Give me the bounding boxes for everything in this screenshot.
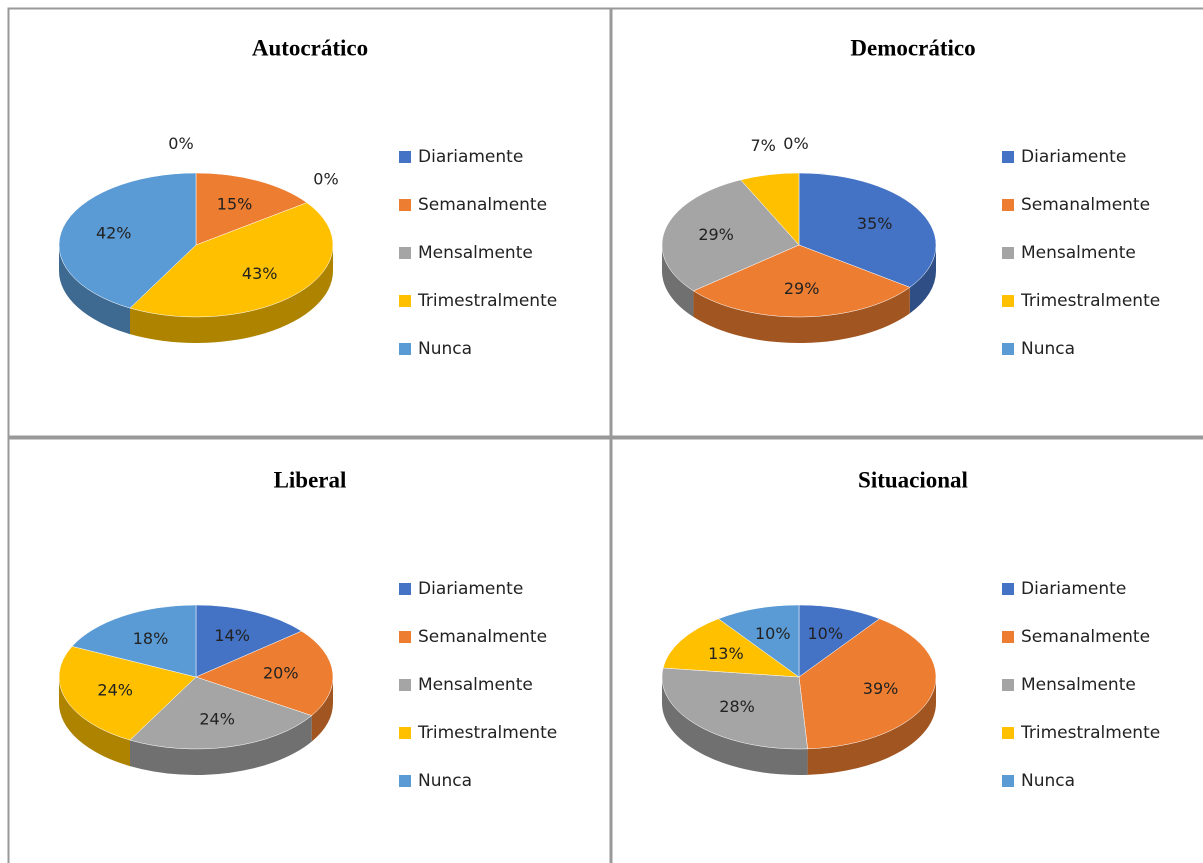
pie-side: [662, 677, 808, 775]
legend-label: Mensalmente: [418, 243, 533, 263]
legend-swatch: [1002, 151, 1014, 163]
pie-slice: [798, 604, 881, 678]
data-label: 28%: [719, 697, 755, 716]
data-label: 29%: [784, 279, 820, 298]
pie-slice: [692, 244, 911, 318]
legend-swatch: [1002, 295, 1014, 307]
chart-title: Autocrático: [252, 35, 368, 60]
legend-swatch: [399, 727, 411, 739]
data-label: 0%: [168, 134, 193, 153]
legend-swatch: [1002, 247, 1014, 259]
legend-swatch: [1002, 343, 1014, 355]
legend-label: Trimestralmente: [1020, 291, 1160, 311]
pie-slice: [195, 604, 303, 678]
data-label: 42%: [96, 223, 132, 242]
pie-side: [662, 245, 694, 317]
pie-slice: [661, 179, 800, 292]
legend-swatch: [1002, 199, 1014, 211]
panel-border: [610, 437, 1203, 863]
legend-label: Trimestralmente: [417, 723, 557, 743]
legend-label: Diariamente: [418, 147, 523, 167]
pie-side: [807, 677, 936, 775]
data-label: 0%: [783, 134, 808, 153]
pie-side: [129, 715, 312, 775]
data-label: 29%: [698, 225, 734, 244]
legend-swatch: [399, 343, 411, 355]
legend-label: Semanalmente: [418, 195, 547, 215]
legend-label: Mensalmente: [1021, 675, 1136, 695]
legend-swatch: [1002, 631, 1014, 643]
data-label: 10%: [755, 624, 791, 643]
legend-label: Mensalmente: [418, 675, 533, 695]
data-label: 24%: [199, 710, 235, 729]
pie-slice: [58, 172, 197, 309]
pie-slice: [717, 604, 800, 678]
legend-label: Diariamente: [418, 579, 523, 599]
data-label: 13%: [708, 644, 744, 663]
pie-side: [59, 245, 130, 335]
pie-slice: [58, 646, 197, 741]
legend-swatch: [399, 199, 411, 211]
data-label: 39%: [863, 679, 899, 698]
pie-slice: [129, 202, 334, 318]
data-label: 10%: [807, 624, 843, 643]
chart-title: Situacional: [858, 467, 968, 492]
legend-swatch: [399, 295, 411, 307]
data-label: 7%: [750, 136, 775, 155]
pie-slice: [798, 618, 937, 750]
legend-swatch: [1002, 583, 1014, 595]
pie-slice: [195, 630, 334, 716]
legend-label: Nunca: [418, 771, 472, 791]
pie-slice: [740, 172, 800, 246]
legend-label: Diariamente: [1021, 579, 1126, 599]
data-label: 35%: [857, 214, 893, 233]
legend-swatch: [399, 151, 411, 163]
legend-label: Semanalmente: [1021, 195, 1150, 215]
legend-swatch: [399, 679, 411, 691]
data-label: 18%: [133, 629, 169, 648]
pie-slice: [798, 172, 937, 288]
pie-side: [59, 677, 130, 767]
legend-swatch: [399, 775, 411, 787]
legend-label: Nunca: [1021, 339, 1075, 359]
pie-slice: [661, 667, 808, 750]
legend-swatch: [399, 583, 411, 595]
legend-label: Nunca: [1021, 771, 1075, 791]
panel-border: [610, 7, 1203, 438]
data-label: 43%: [242, 264, 278, 283]
pie-side: [129, 245, 333, 344]
data-label: 14%: [214, 626, 250, 645]
legend-swatch: [1002, 679, 1014, 691]
legend-swatch: [1002, 727, 1014, 739]
legend-label: Semanalmente: [418, 627, 547, 647]
legend-label: Mensalmente: [1021, 243, 1136, 263]
pie-side: [693, 287, 910, 343]
pie-slice: [662, 618, 800, 678]
legend-swatch: [399, 247, 411, 259]
data-label: 24%: [97, 680, 133, 699]
legend-label: Nunca: [418, 339, 472, 359]
pie-slice: [195, 172, 308, 246]
legend-label: Trimestralmente: [1020, 723, 1160, 743]
legend-swatch: [399, 631, 411, 643]
chart-title: Democrático: [850, 35, 975, 60]
pie-slice: [71, 604, 197, 678]
pie-side: [311, 677, 333, 742]
pie-slice: [129, 676, 313, 750]
data-label: 20%: [263, 664, 299, 683]
legend-label: Semanalmente: [1021, 627, 1150, 647]
legend-label: Trimestralmente: [417, 291, 557, 311]
legend-swatch: [1002, 775, 1014, 787]
legend-label: Diariamente: [1021, 147, 1126, 167]
data-label: 15%: [217, 195, 253, 214]
data-label: 0%: [313, 170, 338, 189]
chart-title: Liberal: [274, 467, 347, 492]
pie-side: [909, 245, 936, 314]
